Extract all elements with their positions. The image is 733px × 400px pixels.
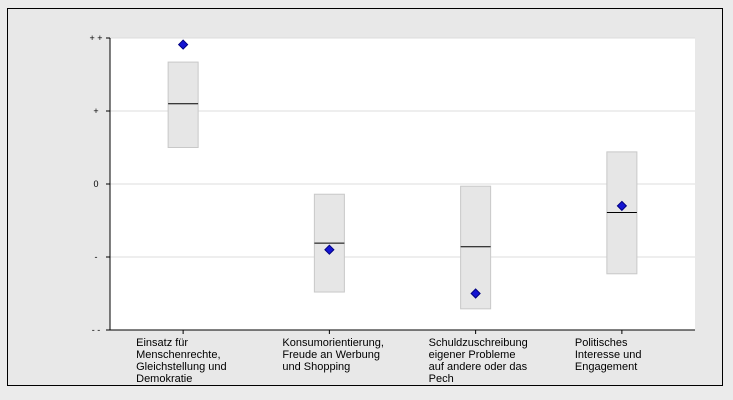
data-point [470, 288, 481, 299]
data-point [177, 39, 189, 50]
category-label-line: und Shopping [282, 361, 350, 373]
category-label: Schuldzuschreibung eigener Probleme auf an… [429, 337, 528, 385]
chart-frame: - - - 0 + + + Einsatz für Menschenrechte, Glei… [7, 8, 723, 386]
category-label-line: Demokratie [136, 373, 192, 385]
category-label-line: Einsatz für [136, 337, 188, 349]
category-label-line: Gleichstellung und [136, 361, 227, 373]
category-label: Einsatz für Menschenrechte, Gleichstellung… [136, 337, 227, 385]
category-label-line: Engagement [575, 361, 637, 373]
category-label-line: Interesse und [575, 349, 642, 361]
y-tick-label: - - [92, 325, 101, 335]
box [167, 61, 199, 149]
category-label-line: Pech [429, 373, 454, 385]
grid-lines [110, 37, 695, 258]
data-point [324, 244, 335, 255]
data-point [616, 200, 628, 212]
category-label-line: auf andere oder das [429, 361, 528, 373]
category-label-line: Konsumorientierung, [282, 337, 384, 349]
y-ticks: - - - 0 + + + [89, 33, 110, 335]
category-label-line: Freude an Werbung [282, 349, 380, 361]
y-tick-label: + [93, 106, 98, 116]
y-tick-label: 0 [93, 179, 98, 189]
category-label: Konsumorientierung, Freude an Werbung und … [282, 337, 384, 373]
category-label-line: Politisches [575, 337, 628, 349]
category-label: Politisches Interesse und Engagement [575, 337, 642, 373]
x-labels: Einsatz für Menschenrechte, Gleichstellung… [136, 330, 642, 385]
boxes [167, 39, 638, 310]
category-label-line: eigener Probleme [429, 349, 516, 361]
y-tick-label: - [95, 252, 98, 262]
category-label-line: Schuldzuschreibung [429, 337, 528, 349]
y-tick-label: + + [89, 33, 102, 43]
category-label-line: Menschenrechte, [136, 349, 220, 361]
chart: - - - 0 + + + Einsatz für Menschenrechte, Glei… [89, 33, 695, 385]
